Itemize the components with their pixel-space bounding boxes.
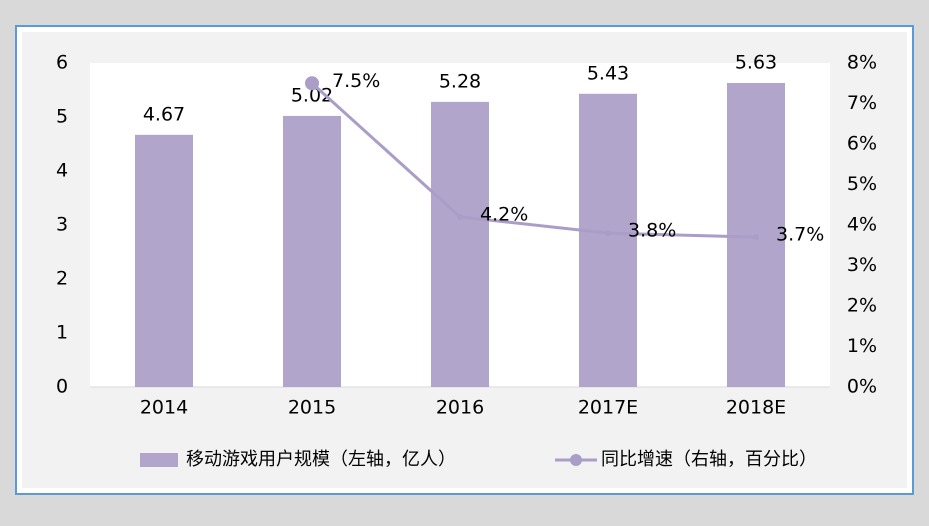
legend-label: 同比增速（右轴，百分比） bbox=[601, 449, 817, 470]
bar-value-label: 5.28 bbox=[439, 70, 481, 92]
bar bbox=[135, 134, 193, 387]
y2-tick-label: 2% bbox=[847, 295, 877, 317]
y2-tick-label: 1% bbox=[847, 335, 877, 357]
bar-value-label: 5.43 bbox=[587, 62, 629, 84]
y-tick-label: 0 bbox=[56, 376, 68, 398]
bar-value-label: 5.02 bbox=[291, 84, 333, 106]
line-value-label: 7.5% bbox=[332, 70, 380, 92]
y2-tick-label: 6% bbox=[847, 133, 877, 155]
y-tick-label: 2 bbox=[56, 268, 68, 290]
line-marker bbox=[457, 213, 463, 220]
bar-value-label: 4.67 bbox=[143, 103, 185, 125]
line-value-label: 3.8% bbox=[628, 220, 676, 242]
bar bbox=[431, 101, 489, 387]
legend-swatch bbox=[140, 453, 178, 467]
x-tick-label: 2014 bbox=[140, 397, 188, 419]
x-tick-label: 2018E bbox=[726, 397, 786, 419]
y-tick-label: 3 bbox=[56, 214, 68, 236]
legend-swatch-marker bbox=[570, 454, 582, 466]
y2-tick-label: 5% bbox=[847, 173, 877, 195]
y-tick-label: 6 bbox=[56, 52, 68, 74]
y2-tick-label: 3% bbox=[847, 254, 877, 276]
x-tick-label: 2016 bbox=[436, 397, 484, 419]
line-marker bbox=[305, 76, 319, 91]
y2-tick-label: 8% bbox=[847, 52, 877, 74]
line-marker bbox=[605, 230, 611, 237]
y-tick-label: 1 bbox=[56, 322, 68, 344]
line-marker bbox=[753, 234, 759, 241]
line bbox=[310, 82, 757, 239]
y-tick-label: 5 bbox=[56, 106, 68, 128]
y-tick-label: 4 bbox=[56, 160, 68, 182]
bar-value-label: 5.63 bbox=[735, 51, 777, 73]
x-tick-label: 2017E bbox=[578, 397, 638, 419]
line-value-label: 4.2% bbox=[480, 203, 528, 225]
bar bbox=[283, 115, 341, 388]
y2-tick-label: 4% bbox=[847, 214, 877, 236]
bar bbox=[579, 93, 637, 387]
y2-tick-label: 7% bbox=[847, 92, 877, 114]
legend-label: 移动游戏用户规模（左轴，亿人） bbox=[186, 449, 456, 470]
line-value-label: 3.7% bbox=[776, 224, 824, 246]
y2-tick-label: 0% bbox=[847, 376, 877, 398]
x-tick-label: 2015 bbox=[288, 397, 336, 419]
